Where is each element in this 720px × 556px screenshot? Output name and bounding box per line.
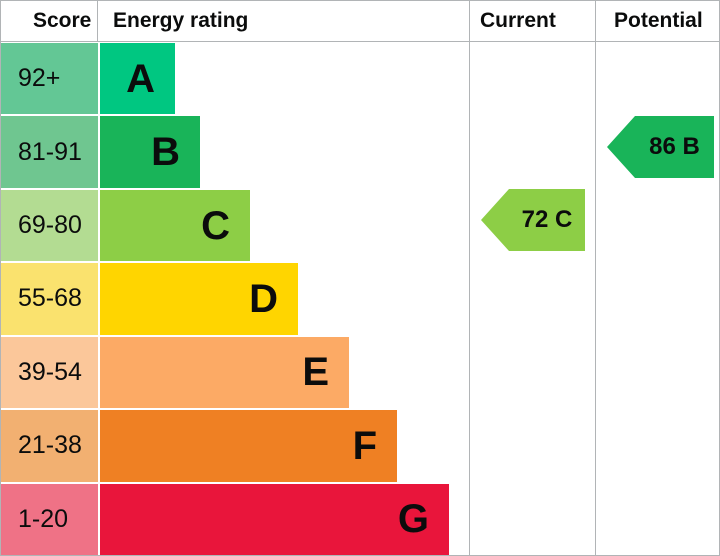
band-c-bar: C [100, 189, 250, 262]
band-e-score: 39-54 [1, 336, 98, 409]
band-b-score: 81-91 [1, 116, 98, 188]
current-rating-label: 72 C [521, 206, 573, 233]
band-rows: 92+ A 81-91 B 69-80 C 55-68 D 39-54 E 21… [1, 43, 469, 555]
band-row-c: 69-80 C [1, 189, 469, 264]
potential-column-divider [595, 1, 596, 555]
band-d-bar: D [100, 263, 298, 335]
header-energy-rating: Energy rating [113, 9, 249, 32]
band-row-e: 39-54 E [1, 336, 469, 411]
band-a-bar: A [100, 43, 175, 115]
band-row-g: 1-20 G [1, 483, 469, 555]
band-g-score: 1-20 [1, 483, 98, 555]
band-a-score: 92+ [1, 43, 98, 115]
band-e-bar: E [100, 336, 349, 409]
band-f-score: 21-38 [1, 410, 98, 482]
band-b-bar: B [100, 116, 200, 188]
band-row-b: 81-91 B [1, 116, 469, 190]
band-d-score: 55-68 [1, 263, 98, 335]
band-row-f: 21-38 F [1, 410, 469, 484]
header-row: Score Energy rating Current Potential [1, 1, 719, 42]
current-column-divider [469, 1, 470, 555]
header-score: Score [1, 1, 98, 41]
band-row-a: 92+ A [1, 43, 469, 117]
band-row-d: 55-68 D [1, 263, 469, 337]
potential-rating-label: 86 B [649, 133, 700, 160]
current-rating-arrow: 72 C [481, 189, 585, 251]
band-f-bar: F [100, 410, 397, 482]
band-c-score: 69-80 [1, 189, 98, 262]
header-potential: Potential [614, 9, 703, 32]
potential-rating-arrow: 86 B [607, 116, 714, 178]
band-g-bar: G [100, 483, 449, 555]
header-current: Current [480, 9, 556, 32]
